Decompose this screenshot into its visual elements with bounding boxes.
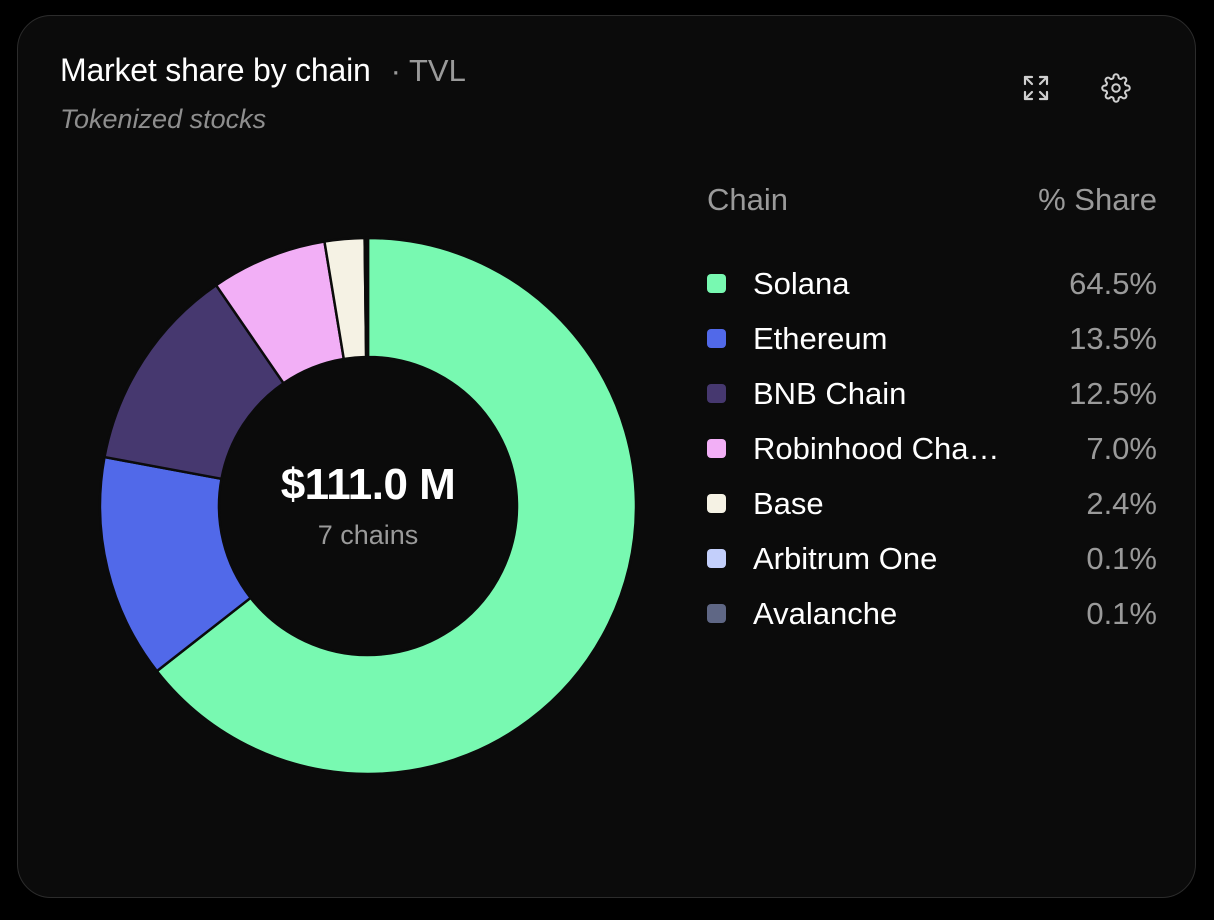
donut-slice-solana[interactable] — [155, 236, 638, 776]
legend-label: Solana — [753, 265, 850, 301]
card-subtitle: Tokenized stocks — [60, 104, 267, 134]
legend-item[interactable]: Avalanche 0.1% — [707, 586, 1157, 641]
donut-svg — [98, 236, 638, 776]
legend-header: Chain % Share — [707, 182, 1157, 218]
legend: Solana 64.5% Ethereum 13.5% BNB Chain 12… — [707, 256, 1157, 641]
legend-header-share: % Share — [1038, 182, 1157, 217]
title-row: Market share by chain · TVL — [60, 52, 466, 89]
gear-icon — [1101, 73, 1131, 103]
legend-value: 0.1% — [1086, 540, 1157, 576]
legend-item[interactable]: Base 2.4% — [707, 476, 1157, 531]
legend-header-chain: Chain — [707, 182, 788, 217]
legend-label: Robinhood Cha… — [753, 430, 1000, 466]
legend-swatch — [707, 384, 726, 403]
legend-item[interactable]: Robinhood Cha… 7.0% — [707, 421, 1157, 476]
legend-swatch — [707, 439, 726, 458]
legend-item[interactable]: Solana 64.5% — [707, 256, 1157, 311]
legend-value: 2.4% — [1086, 485, 1157, 521]
legend-label: Ethereum — [753, 320, 888, 356]
legend-value: 13.5% — [1069, 320, 1157, 356]
legend-label: Avalanche — [753, 595, 898, 631]
chain-count: 7 chains — [317, 520, 419, 550]
legend-value: 12.5% — [1069, 375, 1157, 411]
legend-swatch — [707, 329, 726, 348]
legend-swatch — [707, 549, 726, 568]
legend-value: 64.5% — [1069, 265, 1157, 301]
donut-slice-avalanche[interactable] — [365, 236, 370, 359]
legend-value: 0.1% — [1086, 595, 1157, 631]
metric-label[interactable]: · TVL — [390, 53, 466, 88]
donut-chart: $111.0 M 7 chains — [96, 234, 640, 778]
legend-item[interactable]: Arbitrum One 0.1% — [707, 531, 1157, 586]
legend-label: BNB Chain — [753, 375, 907, 411]
expand-icon — [1023, 75, 1049, 101]
legend-value: 7.0% — [1086, 430, 1157, 466]
legend-item[interactable]: BNB Chain 12.5% — [707, 366, 1157, 421]
legend-swatch — [707, 494, 726, 513]
legend-swatch — [707, 604, 726, 623]
settings-button[interactable] — [1096, 68, 1136, 108]
legend-item[interactable]: Ethereum 13.5% — [707, 311, 1157, 366]
expand-button[interactable] — [1016, 68, 1056, 108]
chart-card: Market share by chain · TVL Tokenized st… — [17, 15, 1196, 898]
card-title: Market share by chain — [60, 52, 371, 88]
total-value: $111.0 M — [280, 460, 456, 509]
legend-swatch — [707, 274, 726, 293]
legend-label: Base — [753, 485, 824, 521]
legend-label: Arbitrum One — [753, 540, 938, 576]
